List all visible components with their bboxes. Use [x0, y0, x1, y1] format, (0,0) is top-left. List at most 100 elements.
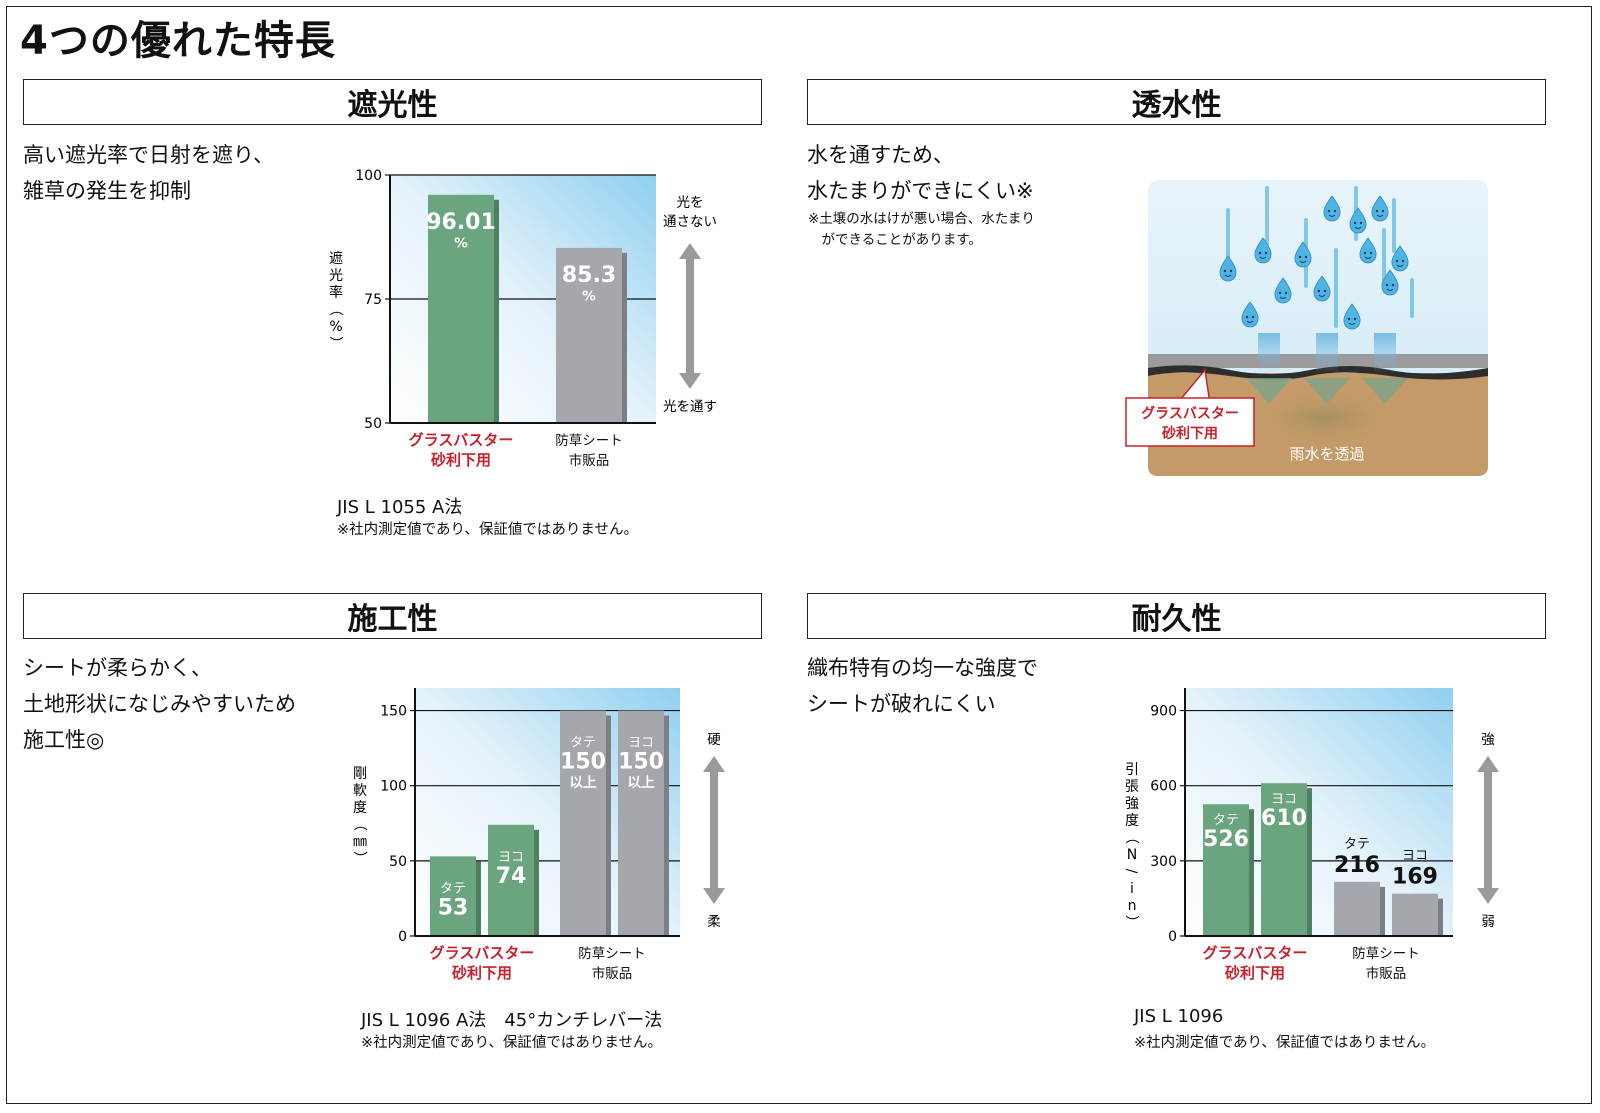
- scale-arrow-top-label: 光を: [677, 195, 704, 211]
- bar: [1261, 783, 1307, 936]
- series-label: タテ: [1344, 837, 1370, 852]
- raindrop: [1219, 255, 1237, 282]
- raindrop-smile: [1328, 214, 1336, 217]
- category-label: 砂利下用: [1225, 964, 1285, 982]
- raindrop-eye: [1359, 221, 1363, 225]
- y-tick-label: 0: [1168, 929, 1177, 945]
- bar: [618, 710, 664, 936]
- raindrop-eye: [1385, 283, 1389, 287]
- shading-description: 高い遮光率で日射を遮り、 雑草の発生を抑制: [23, 137, 274, 209]
- series-label: タテ: [440, 881, 466, 896]
- raindrop-eye: [1395, 259, 1399, 263]
- raindrop-eye: [1298, 255, 1302, 259]
- y-tick-label: 50: [389, 854, 407, 870]
- raindrop-eye: [1381, 209, 1385, 213]
- scale-arrow-top-label: 硬: [707, 732, 721, 748]
- page-title: 4つの優れた特長: [20, 18, 336, 64]
- scale-arrow-head-up: [1477, 756, 1499, 772]
- category-label: グラスバスター: [1203, 944, 1308, 962]
- y-axis-label-char: 強: [1125, 796, 1139, 812]
- flow-column: [1316, 333, 1338, 373]
- workability-chart: 050100150タテ53ヨコ74グラスバスター砂利下用タテ150以上ヨコ150…: [351, 688, 725, 982]
- raindrop-smile: [1246, 320, 1254, 323]
- raindrop-eye: [1229, 269, 1233, 273]
- flow-arrow: [1304, 378, 1350, 404]
- y-tick-label: 150: [380, 704, 407, 720]
- y-axis-label-char: 光: [329, 268, 343, 284]
- product-label-line2: 砂利下用: [1161, 425, 1218, 442]
- y-axis-label-char: 率: [329, 284, 343, 301]
- shading-jis-method: JIS L 1055 A法: [337, 497, 463, 518]
- y-axis-label-char: （: [1123, 830, 1139, 844]
- raindrop-eye: [1251, 315, 1255, 319]
- raindrop-eye: [1317, 289, 1321, 293]
- bar: [430, 856, 476, 936]
- scale-arrow-head-down: [679, 373, 701, 389]
- raindrop: [1359, 237, 1377, 264]
- permeability-description: 水を通すため、 水たまりができにくい※: [807, 137, 1034, 209]
- scale-arrow-head-down: [1477, 888, 1499, 904]
- flow-arrow: [1246, 378, 1292, 404]
- description-line: 雑草の発生を抑制: [23, 179, 191, 203]
- y-tick-label: 0: [398, 929, 407, 945]
- raindrop-smile: [1364, 256, 1372, 259]
- scale-arrow-top-label: 通さない: [663, 214, 717, 230]
- value-label: 74: [496, 864, 527, 889]
- description-line: 土地形状になじみやすいため: [23, 692, 296, 716]
- raindrop-smile: [1259, 256, 1267, 259]
- y-axis-label-char: 度: [1125, 813, 1139, 829]
- series-label: タテ: [1213, 813, 1239, 828]
- value-label: 150: [618, 750, 664, 775]
- raindrop: [1294, 241, 1312, 268]
- category-label: 防草シート: [555, 433, 623, 449]
- value-label: %: [454, 235, 468, 251]
- value-label: 216: [1334, 853, 1380, 878]
- bar: [556, 247, 622, 423]
- scale-arrow-shaft: [1484, 770, 1492, 890]
- section-heading-permeability: 透水性: [807, 79, 1546, 125]
- water-spot: [1255, 390, 1395, 446]
- description-line: 施工性◎: [23, 728, 105, 752]
- raindrop: [1241, 301, 1259, 328]
- product-label-box: [1125, 397, 1255, 447]
- raindrop-smile: [1386, 288, 1394, 291]
- category-label: 市販品: [569, 452, 610, 469]
- rain-streak: [1382, 228, 1386, 288]
- raindrop-eye: [1401, 259, 1405, 263]
- raindrop-eye: [1264, 251, 1268, 255]
- category-label: 市販品: [1366, 965, 1407, 982]
- category-label: 防草シート: [1352, 946, 1420, 962]
- raindrop: [1343, 303, 1361, 330]
- durability-description: 織布特有の均一な強度で シートが破れにくい: [807, 650, 1038, 722]
- raindrop-eye: [1333, 209, 1337, 213]
- value-label: 以上: [569, 775, 597, 791]
- section-heading-workability: 施工性: [23, 593, 762, 639]
- bar: [488, 824, 534, 936]
- flow-column: [1258, 333, 1280, 373]
- raindrop-eye: [1369, 251, 1373, 255]
- water-flows: [1246, 333, 1408, 404]
- y-tick-label: 50: [364, 416, 382, 432]
- y-axis-label-char: %: [329, 319, 342, 335]
- scale-arrow-bottom-label: 光を通す: [663, 399, 717, 415]
- category-label: 防草シート: [578, 946, 646, 962]
- raindrop-eye: [1323, 289, 1327, 293]
- value-label: 526: [1203, 827, 1249, 852]
- scale-arrow-shaft: [710, 770, 718, 890]
- raindrop: [1349, 207, 1367, 234]
- description-line: シートが柔らかく、: [23, 656, 212, 680]
- y-tick-label: 100: [380, 779, 407, 795]
- raindrop: [1323, 195, 1341, 222]
- raindrop: [1274, 277, 1292, 304]
- raindrop-eye: [1391, 283, 1395, 287]
- raindrop-smile: [1348, 322, 1356, 325]
- description-line: 高い遮光率で日射を遮り、: [23, 143, 275, 167]
- product-label-line1: グラスバスター: [1141, 405, 1239, 422]
- bar: [1334, 881, 1380, 936]
- y-axis-label-char: 遮: [329, 251, 343, 267]
- series-label: ヨコ: [498, 850, 524, 865]
- raindrop: [1313, 275, 1331, 302]
- y-axis-label-char: ㎜: [353, 834, 367, 850]
